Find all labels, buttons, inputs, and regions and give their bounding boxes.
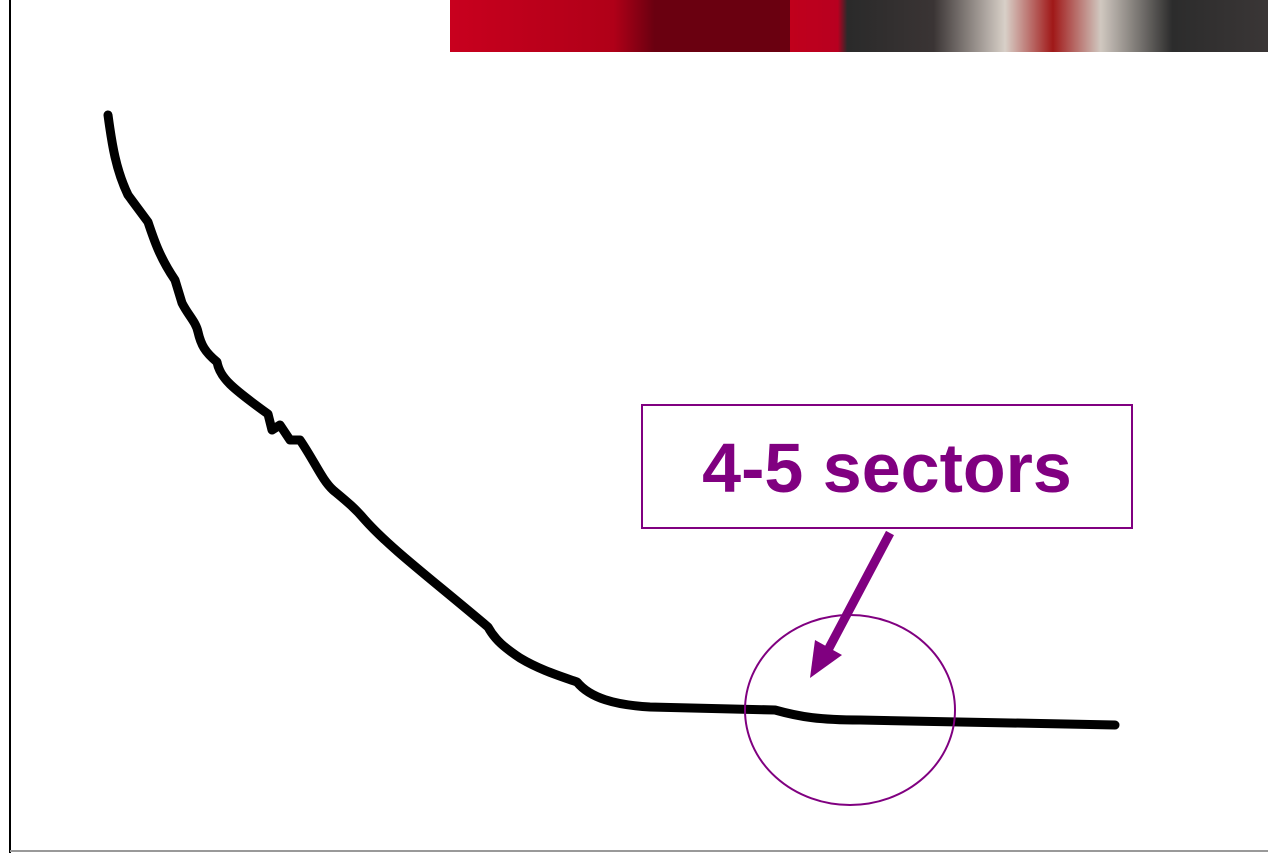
photo	[790, 0, 1268, 52]
slide: 4-5 sectors	[0, 0, 1268, 853]
curve	[108, 115, 1115, 725]
arrow-shaft	[828, 533, 890, 650]
annotation-label: 4-5 sectors	[702, 429, 1072, 507]
page: 4-5 sectors (() => { const data = JSON.p…	[0, 0, 1268, 853]
